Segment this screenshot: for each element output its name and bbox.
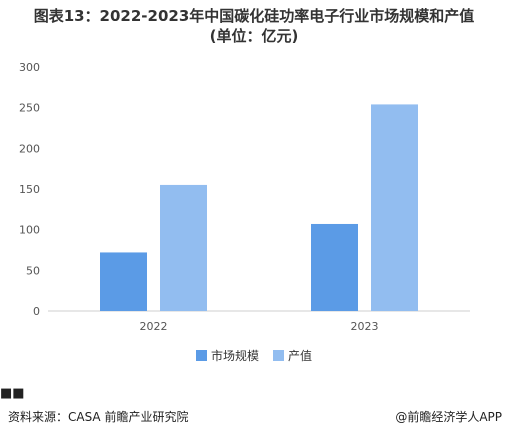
y-tick-label: 250 <box>19 102 40 115</box>
legend-swatch <box>273 350 284 361</box>
y-axis-ticks: 0 50 100 150 200 250 300 <box>19 61 40 318</box>
y-tick-label: 150 <box>19 183 40 196</box>
bar-group <box>100 104 418 311</box>
source-text: 资料来源：CASA 前瞻产业研究院 <box>8 410 189 424</box>
y-tick-label: 300 <box>19 61 40 74</box>
legend-item: 市场规模 <box>195 347 259 364</box>
bar-2022-1 <box>160 184 207 311</box>
x-tick-label: 2022 <box>140 320 168 333</box>
legend-swatch <box>195 350 207 361</box>
bar-chart: 0 50 100 150 200 250 300 2022 2023 <box>19 61 470 333</box>
y-tick-label: 200 <box>19 142 40 155</box>
x-tick-label: 2023 <box>351 320 379 333</box>
legend-label: 市场规模 <box>210 349 259 363</box>
bar-2023-0 <box>311 223 358 311</box>
legend-item: 产值 <box>273 347 312 364</box>
legend-label: 产值 <box>288 349 313 363</box>
bar-2023-1 <box>371 104 418 311</box>
title-line: 图表13：2022-2023年中国碳化硅功率电子行业市场规模和产值 <box>33 7 475 25</box>
chart-title: 图表13：2022-2023年中国碳化硅功率电子行业市场规模和产值 (单位：亿元… <box>0 6 508 46</box>
legend: 市场规模 产值 <box>0 347 508 364</box>
y-tick-label: 50 <box>26 264 40 277</box>
x-axis-ticks: 2022 2023 <box>140 320 379 333</box>
bar-2022-0 <box>100 252 147 311</box>
y-tick-label: 0 <box>33 305 40 318</box>
y-tick-label: 100 <box>19 224 40 237</box>
footer: 资料来源：CASA 前瞻产业研究院 @前瞻经济学人APP <box>0 400 508 436</box>
brand-text: @前瞻经济学人APP <box>395 410 502 424</box>
cropped-text-fragment: ■■ <box>0 386 25 400</box>
subtitle-line: (单位：亿元) <box>209 27 299 45</box>
